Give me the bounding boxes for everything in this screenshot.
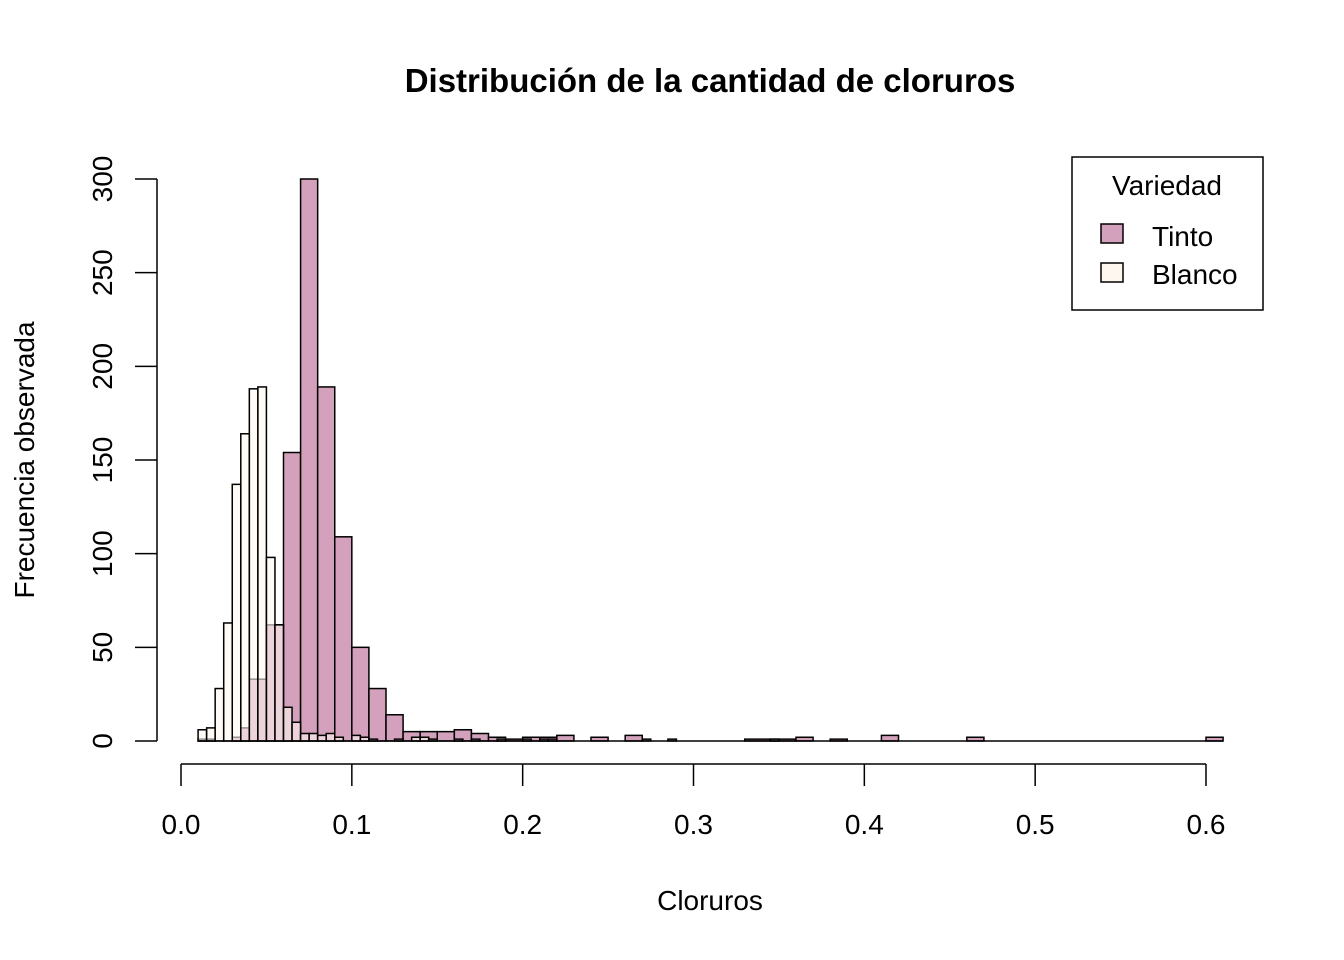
bar-blanco-17 (351, 734, 362, 742)
bar-blanco-3 (222, 622, 233, 742)
bar-blanco-1 (205, 727, 216, 742)
series-blanco (197, 386, 780, 742)
x-tick-label: 0.4 (845, 809, 884, 840)
bar-blanco-2 (214, 687, 225, 742)
bar-tinto-10 (351, 646, 370, 742)
bar-tinto-9 (334, 536, 353, 742)
bar-blanco-0 (197, 729, 208, 742)
bar-tinto-6 (282, 451, 302, 742)
x-tick-label: 0.5 (1016, 809, 1055, 840)
bars-layer (197, 178, 1224, 742)
bar-blanco-8 (265, 556, 276, 742)
bar-blanco-5 (240, 433, 251, 742)
bar-blanco-12 (299, 732, 310, 742)
x-axis-label: Cloruros (657, 885, 763, 916)
y-tick-label: 300 (87, 156, 118, 203)
legend-swatch-blanco (1100, 262, 1124, 283)
y-tick-label: 200 (87, 343, 118, 390)
bar-tinto-30 (880, 734, 900, 742)
bar-blanco-4 (231, 483, 242, 742)
legend: Variedad Tinto Blanco (1071, 156, 1264, 311)
bar-tinto-12 (385, 714, 404, 742)
legend-label-tinto: Tinto (1152, 221, 1213, 252)
chart-title: Distribución de la cantidad de cloruros (405, 62, 1016, 99)
y-tick-label: 50 (87, 632, 118, 663)
bar-blanco-15 (325, 732, 336, 742)
bar-tinto-24 (624, 734, 644, 742)
bar-tinto-22 (556, 734, 575, 742)
y-tick-label: 150 (87, 437, 118, 484)
y-axis-label: Frecuencia observada (9, 321, 40, 598)
bar-tinto-15 (436, 730, 456, 742)
x-tick-label: 0.1 (332, 809, 371, 840)
bar-tinto-7 (299, 178, 319, 742)
legend-label-blanco: Blanco (1152, 259, 1238, 290)
x-tick-label: 0.6 (1187, 809, 1226, 840)
legend-title: Variedad (1112, 170, 1222, 201)
x-axis: 0.0 0.1 0.2 0.3 0.4 0.5 0.6 (162, 763, 1226, 840)
x-tick-label: 0.3 (674, 809, 713, 840)
bar-tinto-8 (316, 386, 336, 742)
x-tick-label: 0.0 (162, 809, 201, 840)
bar-blanco-6 (248, 388, 259, 742)
bar-blanco-13 (308, 732, 319, 742)
y-axis: 0 50 100 150 200 250 300 (87, 156, 158, 749)
bar-blanco-11 (291, 721, 302, 742)
series-tinto (197, 178, 1224, 742)
legend-swatch-tinto (1100, 223, 1124, 244)
bar-blanco-14 (316, 734, 327, 742)
x-tick-label: 0.2 (503, 809, 542, 840)
bar-blanco-10 (282, 706, 293, 742)
bar-blanco-9 (274, 624, 285, 742)
bar-tinto-11 (368, 687, 387, 742)
y-tick-label: 0 (87, 733, 118, 749)
bar-blanco-7 (257, 386, 268, 742)
y-tick-label: 250 (87, 249, 118, 296)
y-tick-label: 100 (87, 530, 118, 577)
